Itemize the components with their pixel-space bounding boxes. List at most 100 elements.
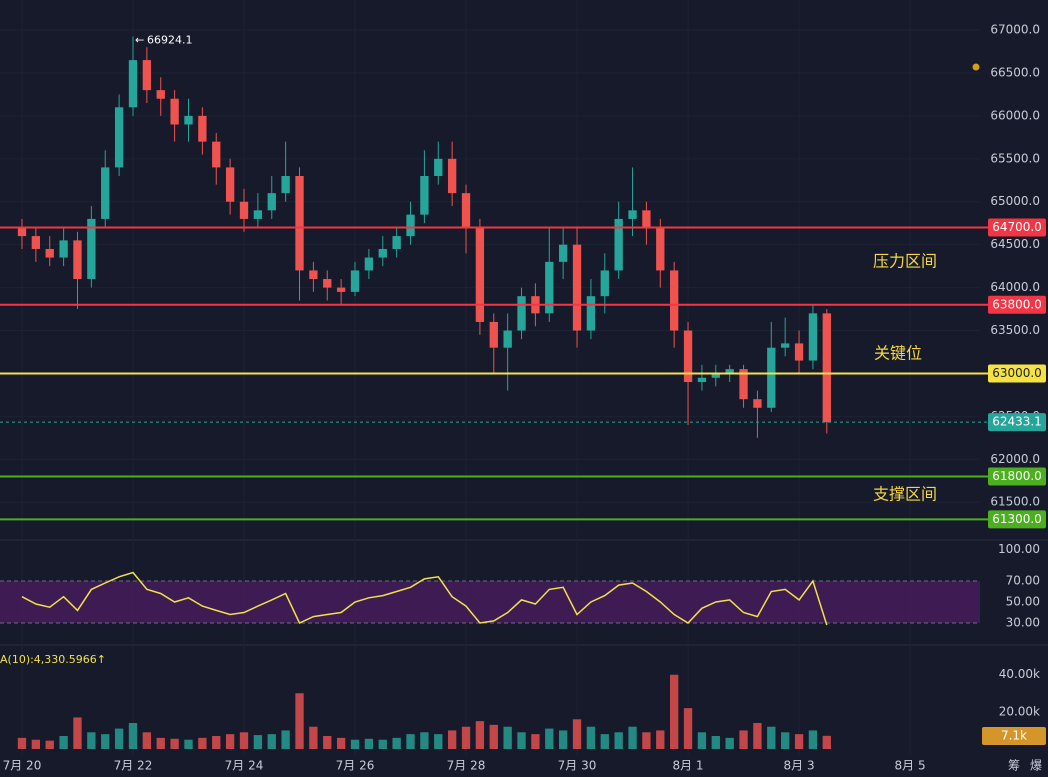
volume-bar — [434, 734, 443, 749]
candle — [184, 98, 193, 142]
candle-body — [378, 248, 387, 258]
candle — [198, 107, 207, 155]
candle-body — [420, 175, 429, 215]
volume-bar — [73, 717, 82, 749]
y-tick-label: 40.00k — [999, 667, 1040, 681]
volume-bar — [59, 736, 68, 749]
candle-body — [128, 60, 138, 108]
volume-bar — [614, 732, 623, 749]
candle — [781, 317, 790, 357]
volume-bar — [461, 726, 471, 749]
volume-bar — [267, 734, 276, 749]
candle-body — [614, 218, 623, 271]
y-tick-label: 20.00k — [999, 704, 1040, 718]
candle-body — [822, 313, 831, 423]
candle-body — [808, 313, 818, 361]
candle — [45, 236, 54, 267]
volume-bar — [808, 730, 818, 749]
x-tick-label: 7月 30 — [558, 759, 597, 773]
y-tick-label: 63500.0 — [990, 323, 1040, 337]
y-tick-label: 62000.0 — [990, 452, 1040, 466]
volume-bar — [253, 735, 263, 749]
volume-bar — [683, 708, 693, 749]
candle — [406, 201, 415, 245]
level-label: 63000.0 — [992, 366, 1042, 380]
y-tick-label: 65000.0 — [990, 194, 1040, 208]
candle-body — [739, 369, 748, 400]
candle — [309, 261, 318, 292]
volume-bar — [628, 726, 637, 749]
volume-bar — [184, 739, 193, 749]
candle — [767, 321, 776, 413]
y-tick-label: 61500.0 — [990, 495, 1040, 509]
candle-body — [212, 141, 221, 168]
level-label-box — [988, 295, 1046, 314]
candle — [794, 330, 804, 374]
level-label-box — [988, 364, 1046, 383]
volume-bar — [336, 737, 346, 749]
candle-body — [642, 210, 651, 228]
x-tick-label: 7月 24 — [225, 759, 264, 773]
volume-bar — [420, 732, 429, 749]
candle — [808, 304, 818, 370]
volume-bar — [128, 723, 138, 749]
candle — [517, 287, 526, 340]
candle-body — [267, 193, 276, 211]
candle-body — [753, 399, 762, 408]
candle — [642, 201, 651, 245]
volume-bar — [378, 739, 387, 749]
candle-body — [142, 60, 152, 91]
x-tick-label: 7月 26 — [336, 759, 375, 773]
candle-body — [17, 227, 27, 237]
y-tick-label: 65500.0 — [990, 151, 1040, 165]
rsi-line — [21, 571, 828, 626]
candle-body — [406, 214, 415, 237]
candle — [614, 201, 623, 280]
candle — [295, 167, 304, 301]
candle — [489, 313, 498, 374]
candle-body — [87, 218, 96, 280]
candle-body — [225, 167, 235, 202]
candle-body — [781, 343, 790, 348]
volume-bar — [642, 732, 651, 749]
candle — [503, 313, 512, 391]
volume-bar — [31, 739, 41, 749]
volume-bar — [309, 726, 318, 749]
candle-body — [683, 330, 693, 383]
candle-body — [656, 227, 665, 271]
volume-bar — [447, 730, 457, 749]
candle-body — [447, 158, 457, 194]
volume-bar — [350, 739, 360, 749]
candle — [128, 36, 138, 116]
candle — [142, 47, 152, 104]
candle — [17, 218, 27, 249]
candle-body — [253, 210, 263, 219]
candle — [225, 158, 235, 215]
volume-bar — [503, 726, 512, 749]
volume-bar — [558, 730, 568, 749]
marker-dot — [972, 63, 980, 71]
candle — [656, 218, 665, 288]
candle-body — [767, 347, 776, 408]
candle — [253, 193, 263, 228]
candle — [392, 227, 401, 258]
candle — [558, 227, 568, 280]
level-label-box — [988, 467, 1046, 486]
volume-bar — [670, 674, 679, 749]
candle-body — [364, 257, 374, 271]
candle-body — [725, 369, 734, 374]
volume-bar — [517, 732, 526, 749]
volume-bar — [794, 734, 804, 749]
candle — [753, 390, 762, 438]
toolbar-item[interactable]: 筹 — [1008, 759, 1020, 773]
volume-bar — [239, 732, 249, 749]
volume-bar — [212, 736, 221, 749]
candle-body — [558, 244, 568, 262]
candle-body — [336, 287, 346, 292]
volume-bar — [572, 719, 582, 749]
toolbar-item[interactable]: 爆 — [1030, 759, 1042, 773]
y-tick-label: 67000.0 — [990, 23, 1040, 37]
volume-bar — [225, 734, 235, 749]
